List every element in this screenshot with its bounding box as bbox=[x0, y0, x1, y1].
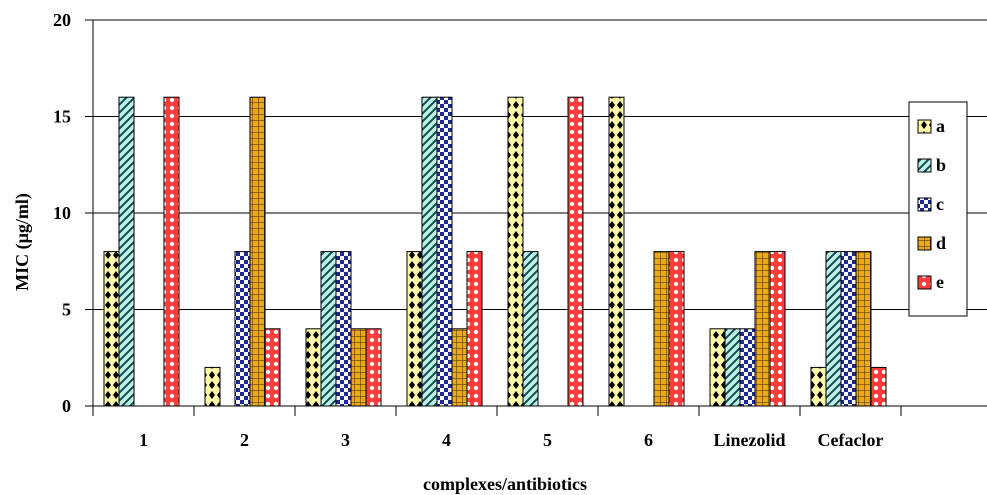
y-tick-label: 10 bbox=[53, 203, 71, 223]
legend-swatch-d bbox=[917, 236, 932, 251]
y-tick-label: 5 bbox=[62, 300, 71, 320]
bar-b-cefaclor bbox=[825, 251, 842, 407]
y-tick-label: 20 bbox=[53, 10, 71, 30]
legend-label-c: c bbox=[936, 194, 944, 214]
x-axis-title: complexes/antibiotics bbox=[423, 474, 587, 494]
bar-b-1 bbox=[118, 96, 135, 407]
bars-group bbox=[103, 96, 887, 407]
bar-c-cefaclor bbox=[840, 251, 857, 407]
legend-label-b: b bbox=[936, 155, 946, 175]
bar-e-cefaclor bbox=[870, 366, 887, 407]
x-tick-label: 5 bbox=[543, 430, 552, 450]
bar-b-3 bbox=[320, 251, 337, 407]
bar-e-1 bbox=[163, 96, 180, 407]
bar-b-5 bbox=[522, 251, 539, 407]
tick-labels: 0 5 10 15 20 1 2 3 4 5 6 Linezolid Cefaclor bbox=[53, 10, 883, 450]
bar-c-4 bbox=[436, 96, 453, 407]
x-tick-label: Cefaclor bbox=[818, 430, 884, 450]
x-tick-label: 1 bbox=[139, 430, 148, 450]
bar-a-1 bbox=[103, 251, 120, 407]
x-tick-label: 3 bbox=[341, 430, 350, 450]
bar-a-linezolid bbox=[709, 328, 726, 407]
bar-e-5 bbox=[567, 96, 584, 407]
bar-b-linezolid bbox=[724, 328, 741, 407]
bar-d-2 bbox=[249, 96, 266, 407]
legend-label-a: a bbox=[936, 116, 945, 136]
y-axis-title: MIC (µg/ml) bbox=[12, 193, 33, 291]
bar-d-linezolid bbox=[754, 251, 771, 407]
x-tick-label: 4 bbox=[442, 430, 451, 450]
bar-e-3 bbox=[365, 328, 382, 407]
bar-a-6 bbox=[608, 96, 625, 407]
bar-d-4 bbox=[451, 328, 468, 407]
bar-a-4 bbox=[406, 251, 423, 407]
bar-c-linezolid bbox=[739, 328, 756, 407]
legend-label-d: d bbox=[936, 233, 946, 253]
bar-c-3 bbox=[335, 251, 352, 407]
axes bbox=[85, 19, 987, 416]
bar-e-6 bbox=[668, 251, 685, 407]
x-tick-label: 2 bbox=[240, 430, 249, 450]
bar-b-4 bbox=[421, 96, 438, 407]
bar-a-3 bbox=[305, 328, 322, 407]
bar-d-3 bbox=[350, 328, 367, 407]
bar-a-5 bbox=[507, 96, 524, 407]
x-tick-label: Linezolid bbox=[713, 430, 785, 450]
legend-swatch-e bbox=[917, 275, 932, 290]
bar-e-linezolid bbox=[769, 251, 786, 407]
bar-e-4 bbox=[466, 251, 483, 407]
legend-swatch-b bbox=[917, 158, 932, 173]
bar-c-2 bbox=[234, 251, 251, 407]
bar-d-6 bbox=[653, 251, 670, 407]
bar-a-2 bbox=[204, 366, 221, 407]
y-tick-label: 0 bbox=[62, 396, 71, 416]
legend-label-e: e bbox=[936, 272, 944, 292]
bar-a-cefaclor bbox=[810, 366, 827, 407]
bar-e-2 bbox=[264, 328, 281, 407]
legend-swatch-a bbox=[917, 119, 932, 134]
bar-d-cefaclor bbox=[855, 251, 872, 407]
y-tick-label: 15 bbox=[53, 107, 71, 127]
x-tick-label: 6 bbox=[644, 430, 653, 450]
legend-swatch-c bbox=[917, 197, 932, 212]
